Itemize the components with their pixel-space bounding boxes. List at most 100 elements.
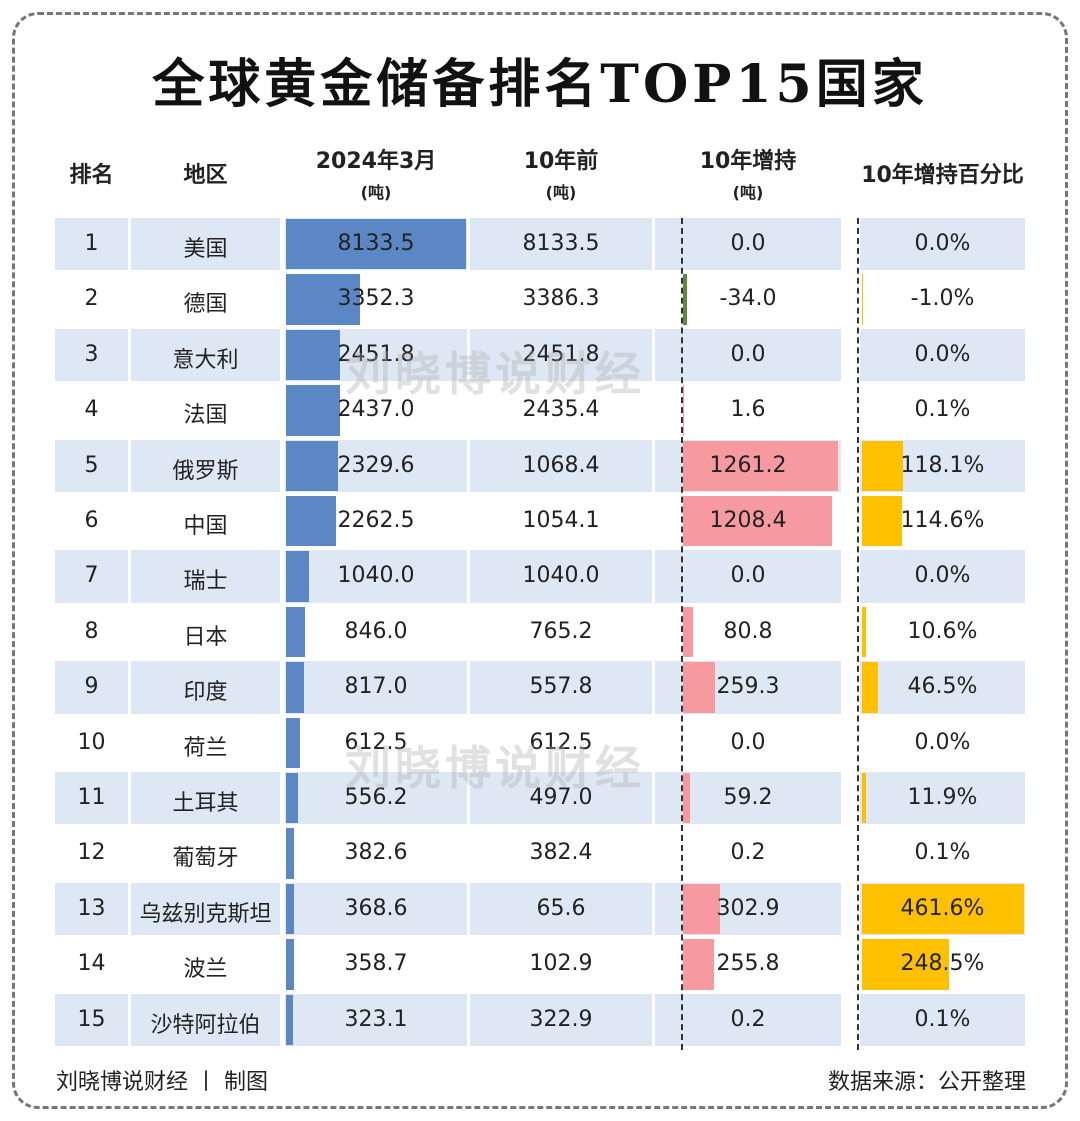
watermark: 刘晓博说财经 [345, 347, 645, 401]
cell-bg [131, 439, 280, 492]
cell-bg [470, 827, 652, 880]
data-bar [286, 606, 305, 658]
cell-bg [131, 495, 280, 548]
cell-bg [55, 882, 128, 936]
data-bar [286, 329, 341, 381]
footer-credit: 刘晓博说财经 丨 制图 [56, 1070, 268, 1095]
cell-bg [55, 273, 128, 326]
cell-text: -34.0 [719, 286, 777, 312]
data-bar [683, 939, 715, 990]
cell-text: 255.8 [716, 951, 780, 977]
data-bar [286, 828, 295, 879]
cell-bg [655, 218, 841, 271]
cell-text: 8 [84, 618, 99, 644]
cell-bg [55, 550, 128, 603]
cell-bg [655, 328, 841, 382]
header-text: 10年前 [523, 149, 599, 174]
cell-text: 65.6 [536, 895, 586, 921]
data-bar [862, 883, 1024, 935]
cell-bg [55, 439, 128, 492]
cell-bg [470, 993, 652, 1046]
cell-text: 302.9 [716, 895, 780, 921]
cell-text: 11 [77, 785, 106, 810]
cell-bg [470, 772, 652, 825]
cell-bg [860, 328, 1025, 382]
cell-text: 59.2 [723, 785, 773, 810]
cell-text: 11.9% [907, 785, 978, 810]
cell-bg [131, 772, 280, 825]
cell-text: 557.8 [529, 674, 593, 700]
cell-bg [131, 716, 280, 769]
cell-text: 0.0 [730, 231, 766, 256]
data-bar [683, 606, 693, 658]
cell-bg [131, 218, 280, 271]
cell-text: 荷兰 [183, 735, 228, 761]
cell-bg [285, 827, 467, 880]
cell-text: 14 [77, 951, 106, 977]
cell-bg [470, 328, 652, 382]
cell-text: 0.0 [730, 563, 766, 589]
cell-bg [55, 218, 128, 271]
cell-text: 0.0% [914, 231, 971, 256]
header-text: 地区 [183, 163, 228, 188]
cell-text: 3 [84, 341, 99, 367]
cell-text: 沙特阿拉伯 [150, 1012, 261, 1038]
cell-text: 葡萄牙 [172, 846, 239, 872]
cell-bg [131, 661, 280, 714]
cell-text: 德国 [183, 292, 228, 318]
cell-text: 1208.4 [709, 508, 787, 533]
cell-text: 5 [84, 452, 99, 478]
cell-text: 2435.4 [522, 397, 600, 423]
column-header: 排名 [45, 157, 138, 189]
data-bar [683, 496, 832, 547]
cell-text: 461.6% [900, 895, 985, 921]
cell-bg [470, 938, 652, 991]
cell-bg [131, 605, 280, 659]
data-bar [862, 440, 904, 491]
cell-bg [285, 882, 467, 936]
cell-text: 土耳其 [172, 791, 239, 816]
cell-text: 1.6 [730, 397, 766, 423]
cell-text: 0.0% [914, 341, 971, 367]
cell-text: 817.0 [344, 674, 408, 700]
cell-text: 12 [77, 840, 106, 866]
cell-bg [470, 716, 652, 769]
cell-text: 2437.0 [337, 397, 415, 423]
cell-text: 382.6 [344, 840, 408, 866]
cell-bg [131, 384, 280, 437]
cell-bg [470, 439, 652, 492]
cell-bg [131, 938, 280, 991]
divider [681, 218, 683, 1050]
cell-bg [860, 273, 1025, 326]
cell-text: 259.3 [716, 674, 780, 700]
cell-text: 118.1% [900, 452, 985, 478]
data-bar [862, 606, 866, 658]
data-bar [286, 440, 338, 491]
cell-text: 3386.3 [522, 286, 600, 312]
cell-bg [131, 993, 280, 1046]
cell-text: 2451.8 [337, 341, 415, 367]
cell-text: 法国 [183, 403, 228, 429]
cell-bg [860, 605, 1025, 659]
data-bar [683, 662, 715, 713]
cell-bg [860, 827, 1025, 880]
cell-text: 印度 [183, 680, 228, 706]
cell-text: 0.1% [914, 1006, 971, 1032]
cell-bg [55, 827, 128, 880]
column-header: 10年前 (吨) [460, 143, 662, 203]
cell-bg [131, 273, 280, 326]
column-header: 10年增持百分比 [850, 157, 1035, 189]
cell-bg [131, 550, 280, 603]
cell-bg [285, 772, 467, 825]
data-bar [286, 717, 300, 768]
cell-text: 8133.5 [522, 231, 600, 256]
data-bar [286, 662, 305, 713]
cell-text: 765.2 [529, 618, 593, 644]
cell-text: 322.9 [529, 1006, 593, 1032]
cell-bg [860, 716, 1025, 769]
cell-text: 0.0 [730, 341, 766, 367]
cell-text: 612.5 [344, 729, 408, 755]
cell-bg [470, 605, 652, 659]
cell-text: 10 [77, 729, 106, 755]
